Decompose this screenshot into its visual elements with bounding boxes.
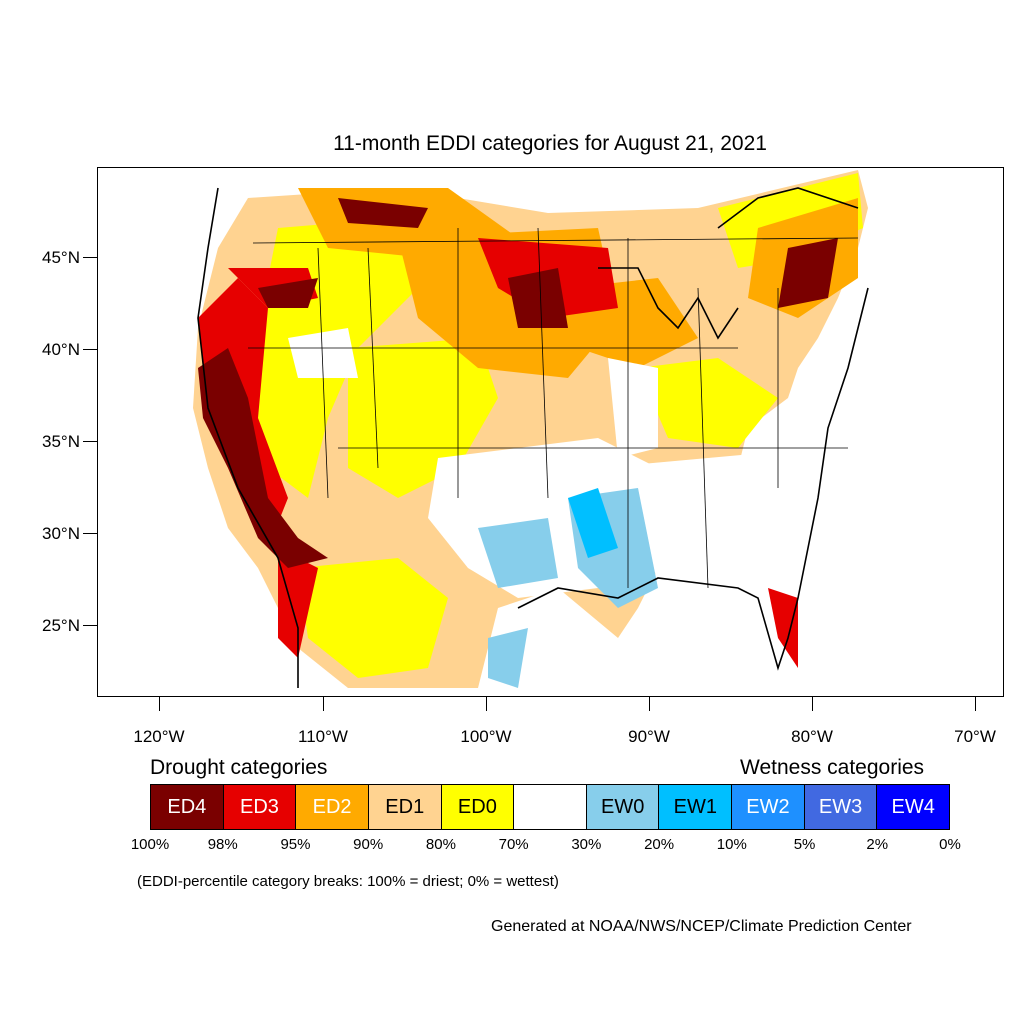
legend-break-label: 10% bbox=[716, 836, 747, 853]
legend-swatch-ed4: ED4 bbox=[151, 785, 224, 829]
ew1-region bbox=[488, 628, 528, 688]
legend-break-label: 30% bbox=[571, 836, 602, 853]
lon-tick bbox=[812, 697, 813, 711]
map-title: 11-month EDDI categories for August 21, … bbox=[333, 132, 767, 155]
legend-swatch-ed0: ED0 bbox=[441, 785, 515, 829]
lat-tick bbox=[83, 349, 97, 350]
lon-label: 80°W bbox=[791, 727, 833, 746]
ed4-region bbox=[258, 278, 318, 308]
ed3-region bbox=[768, 588, 798, 668]
legend-color-bar: ED4 ED3 ED2 ED1 ED0 EW0 EW1 EW2 EW3 EW4 bbox=[150, 784, 950, 830]
legend-swatch-ed2: ED2 bbox=[296, 785, 369, 829]
lon-tick bbox=[323, 697, 324, 711]
lon-label: 100°W bbox=[460, 727, 512, 746]
lon-label: 90°W bbox=[628, 727, 670, 746]
legend-break-label: 100% bbox=[130, 836, 170, 853]
ed4-region bbox=[778, 238, 838, 308]
lat-label: 35°N bbox=[42, 432, 80, 451]
neutral-region bbox=[608, 358, 658, 458]
neutral-region bbox=[598, 448, 828, 578]
ed4-region bbox=[508, 268, 568, 328]
legend-break-label: 5% bbox=[793, 836, 816, 853]
legend-swatch-neutral bbox=[514, 785, 587, 829]
ed0-region bbox=[298, 558, 448, 678]
lon-tick bbox=[159, 697, 160, 711]
lat-label: 30°N bbox=[42, 524, 80, 543]
lat-tick bbox=[83, 257, 97, 258]
neutral-region bbox=[288, 328, 358, 378]
legend-break-label: 80% bbox=[425, 836, 456, 853]
ed3-region bbox=[278, 548, 318, 658]
lat-label: 25°N bbox=[42, 616, 80, 635]
eddi-map bbox=[193, 170, 869, 688]
lon-tick bbox=[649, 697, 650, 711]
lon-tick bbox=[975, 697, 976, 711]
legend-swatch-ew0: EW0 bbox=[586, 785, 660, 829]
lon-label: 110°W bbox=[298, 727, 348, 746]
lon-label: 70°W bbox=[954, 727, 996, 746]
legend-swatch-ew1: EW1 bbox=[659, 785, 733, 829]
legend-swatch-ed1: ED1 bbox=[368, 785, 442, 829]
lat-label: 40°N bbox=[42, 340, 80, 359]
legend-swatch-ed3: ED3 bbox=[223, 785, 297, 829]
legend-swatch-ew3: EW3 bbox=[804, 785, 878, 829]
legend-swatch-ew2: EW2 bbox=[732, 785, 805, 829]
legend-break-label: 70% bbox=[498, 836, 529, 853]
ew0-region bbox=[478, 518, 558, 588]
lat-tick bbox=[83, 625, 97, 626]
ew1-region bbox=[568, 488, 618, 558]
legend-break-label: 95% bbox=[280, 836, 311, 853]
wetness-categories-title: Wetness categories bbox=[740, 756, 925, 779]
legend-break-label: 98% bbox=[207, 836, 238, 853]
lat-label: 45°N bbox=[42, 248, 80, 267]
ed4-region bbox=[338, 198, 428, 228]
credit-line: Generated at NOAA/NWS/NCEP/Climate Predi… bbox=[491, 918, 912, 935]
lat-tick bbox=[83, 441, 97, 442]
lat-tick bbox=[83, 533, 97, 534]
legend-break-label: 90% bbox=[353, 836, 384, 853]
legend-break-label: 2% bbox=[866, 836, 889, 853]
drought-categories-title: Drought categories bbox=[150, 756, 328, 779]
legend-break-label: 20% bbox=[644, 836, 675, 853]
legend-swatch-ew4: EW4 bbox=[877, 785, 950, 829]
ed4-region bbox=[198, 348, 328, 568]
lon-tick bbox=[486, 697, 487, 711]
map-panel bbox=[97, 167, 1004, 697]
category-breaks-note: (EDDI-percentile category breaks: 100% =… bbox=[137, 873, 559, 890]
ed0-region bbox=[638, 358, 778, 448]
legend-break-label: 0% bbox=[939, 836, 961, 853]
lon-label: 120°W bbox=[133, 727, 185, 746]
